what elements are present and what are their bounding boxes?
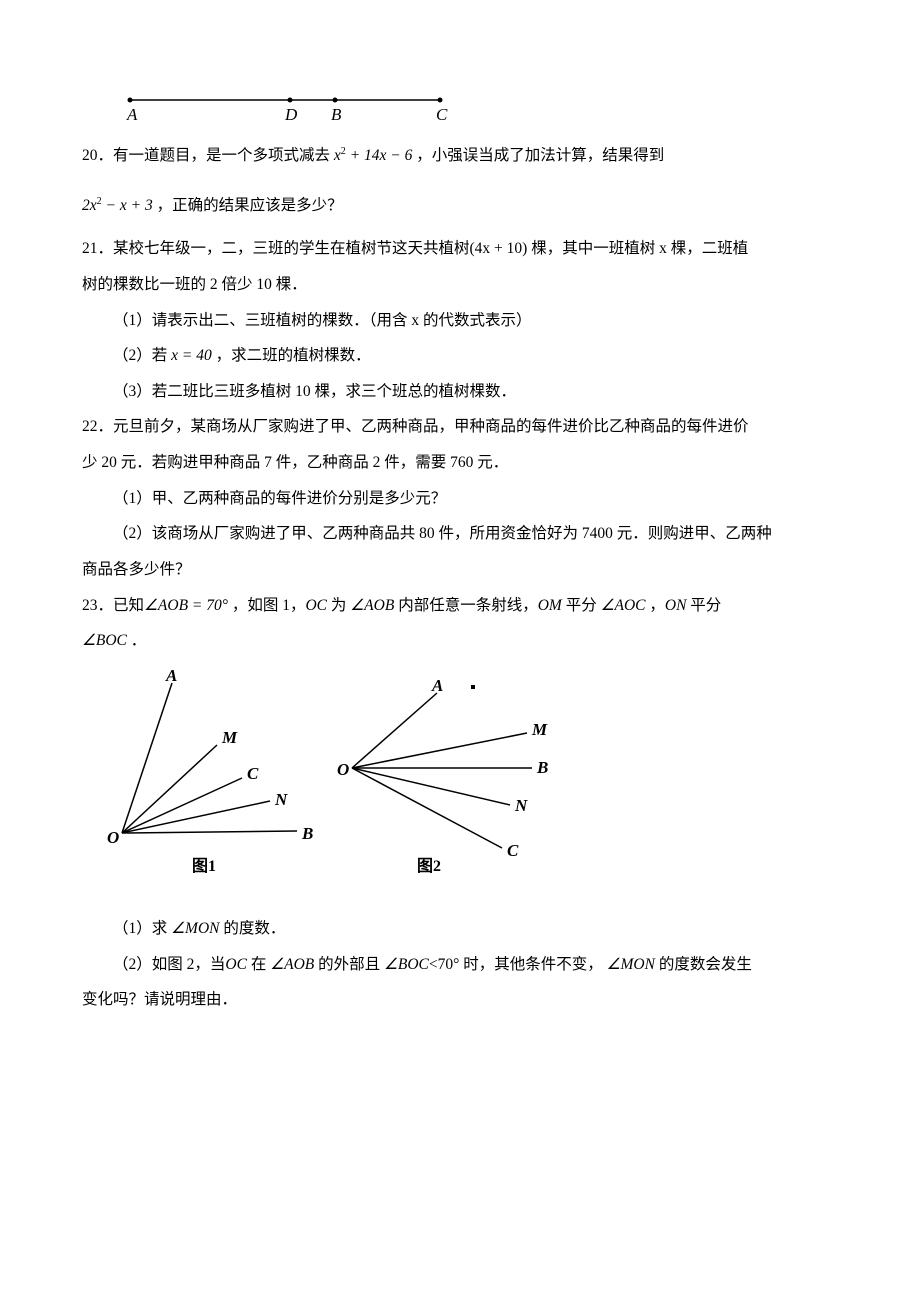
p23-s2b: 在: [247, 956, 270, 973]
p23-s2oc: OC: [225, 956, 247, 973]
f2-B: B: [536, 758, 548, 777]
f1-B: B: [301, 824, 313, 843]
pt-C: C: [436, 105, 448, 124]
problem-21: 21．某校七年级一，二，三班的学生在植树节这天共植树(4x + 10) 棵，其中…: [82, 231, 838, 409]
line-svg: A D B C: [120, 88, 450, 128]
f2-A: A: [431, 676, 443, 695]
pt-A: A: [126, 105, 138, 124]
p20-e1a: x: [334, 147, 341, 164]
p23-s2ang3: ∠MON: [607, 956, 655, 973]
f2-O: O: [337, 760, 349, 779]
pt-B: B: [331, 105, 342, 124]
f1-A: A: [165, 666, 177, 685]
f2-M: M: [531, 720, 548, 739]
p23-l2t: ．: [127, 632, 146, 649]
p20-e2b: − x + 3: [102, 197, 157, 214]
p23-s1b: 的度数．: [219, 920, 285, 937]
p23-c: 为: [327, 597, 350, 614]
p23-g: 平分: [686, 597, 721, 614]
p20-t3: ，正确的结果应该是多少？: [157, 197, 343, 214]
f2-label: 图2: [417, 857, 441, 875]
problem-23: 23．已知∠AOB = 70° ，如图 1，OC 为 ∠AOB 内部任意一条射线…: [82, 588, 838, 659]
p23-s2ang: ∠AOB: [270, 956, 314, 973]
p22-s1: （1）甲、乙两种商品的每件进价分别是多少元？: [82, 481, 838, 517]
p21-expr: (4x + 10): [470, 240, 528, 257]
p23-f: ，: [645, 597, 664, 614]
p21-s2e: x = 40: [171, 347, 212, 364]
p23-on: ON: [665, 597, 687, 614]
p22-l2: 少 20 元．若购进甲种商品 7 件，乙种商品 2 件，需要 760 元．: [82, 445, 838, 481]
p21-t1b: 棵，其中一班植树 x 棵，二班植: [527, 240, 748, 257]
p23-d: 内部任意一条射线，: [394, 597, 537, 614]
p23-s2c: 的外部且: [314, 956, 384, 973]
f1-C: C: [247, 764, 259, 783]
p23-e: 平分: [562, 597, 601, 614]
p22-l1: 22．元旦前夕，某商场从厂家购进了甲、乙两种商品，甲种商品的每件进价比乙种商品的…: [82, 409, 838, 445]
pt-D: D: [284, 105, 298, 124]
p20-t1: 20．有一道题目，是一个多项式减去: [82, 147, 334, 164]
p20-t2: ，小强误当成了加法计算，结果得到: [416, 147, 664, 164]
p23-ang-boc: ∠BOC: [82, 632, 127, 649]
p20-e2a: 2x: [82, 197, 97, 214]
page-marker-icon: [471, 685, 475, 689]
p21-s3: （3）若二班比三班多植树 10 棵，求三个班总的植树棵数．: [82, 374, 838, 410]
p23-s2e: 的度数会发生: [655, 956, 752, 973]
p23-ang2: ∠AOB: [350, 597, 394, 614]
p22-s2a: （2）该商场从厂家购进了甲、乙两种商品共 80 件，所用资金恰好为 7400 元…: [82, 516, 838, 552]
f1-O: O: [107, 828, 119, 847]
p23-b: ，如图 1，: [228, 597, 306, 614]
f1-N: N: [274, 790, 288, 809]
f2-C: C: [507, 841, 519, 860]
p23-om: OM: [538, 597, 562, 614]
figure-23: O A M C N B 图1 O A M B N C 图2: [82, 663, 838, 903]
p23-s1a: （1）求: [113, 920, 171, 937]
figure-line-adbc: A D B C: [120, 88, 838, 128]
p21-l2: 树的棵数比一班的 2 倍少 10 棵．: [82, 267, 838, 303]
p21-s2b: ，求二班的植树棵数．: [212, 347, 371, 364]
p23-s1ang: ∠MON: [171, 920, 219, 937]
p23-s2l2: 变化吗？请说明理由．: [82, 982, 838, 1018]
p23-oc: OC: [305, 597, 327, 614]
p23-ang3: ∠AOC: [601, 597, 646, 614]
f1-label: 图1: [192, 857, 216, 875]
p23-ang1: ∠AOB = 70°: [144, 597, 228, 614]
f1-M: M: [221, 728, 238, 747]
p20-e1t: + 14x − 6: [346, 147, 416, 164]
p22-s2b: 商品各多少件？: [82, 552, 838, 588]
problem-20: 20．有一道题目，是一个多项式减去 x2 + 14x − 6 ，小强误当成了加法…: [82, 138, 838, 223]
fig23-svg: O A M C N B 图1 O A M B N C 图2: [82, 663, 552, 903]
p23-s2ang2: ∠BOC: [384, 956, 429, 973]
p21-s1: （1）请表示出二、三班植树的棵数．（用含 x 的代数式表示）: [82, 303, 838, 339]
p21-t1: 21．某校七年级一，二，三班的学生在植树节这天共植树: [82, 240, 470, 257]
p23-s2a: （2）如图 2，当: [113, 956, 225, 973]
f2-N: N: [514, 796, 528, 815]
p23-a: 23．已知: [82, 597, 144, 614]
p23-s2d: <70° 时，其他条件不变，: [429, 956, 607, 973]
problem-22: 22．元旦前夕，某商场从厂家购进了甲、乙两种商品，甲种商品的每件进价比乙种商品的…: [82, 409, 838, 587]
problem-23-subs: （1）求 ∠MON 的度数． （2）如图 2，当OC 在 ∠AOB 的外部且 ∠…: [82, 911, 838, 1018]
p21-s2a: （2）若: [113, 347, 171, 364]
